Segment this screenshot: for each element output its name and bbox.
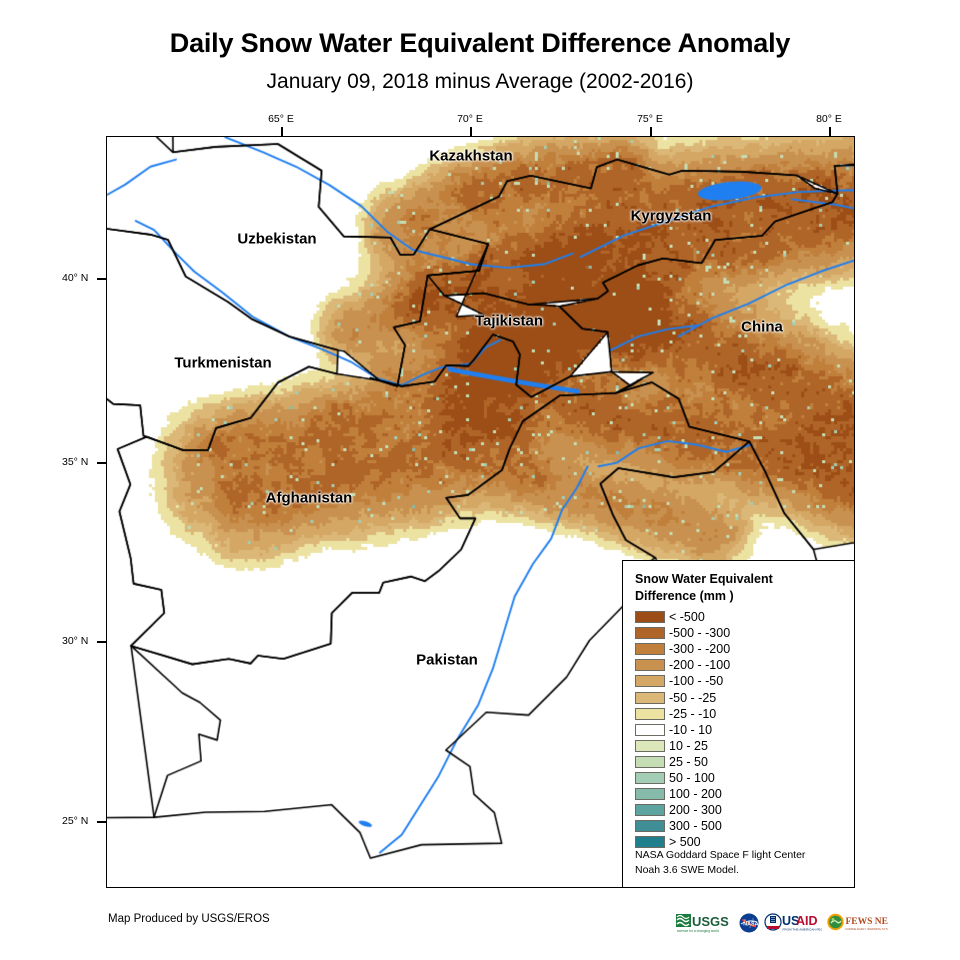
lon-tick-label-75: 75° E xyxy=(637,113,663,125)
legend-row: -100 - -50 xyxy=(635,673,854,689)
lon-tick-label-65: 65° E xyxy=(268,113,294,125)
lon-tick-80 xyxy=(829,127,831,136)
legend-label: 100 - 200 xyxy=(669,787,722,802)
legend-swatch xyxy=(635,627,665,640)
lon-tick-label-80: 80° E xyxy=(816,113,842,125)
legend-label: -300 - -200 xyxy=(669,642,731,657)
nasa-logo: NASA xyxy=(738,912,760,934)
legend-swatch xyxy=(635,836,665,849)
country-label-kyrgyzstan: Kyrgyzstan xyxy=(630,207,712,225)
legend-label: 300 - 500 xyxy=(669,819,722,834)
svg-text:FROM THE AMERICAN PEOPLE: FROM THE AMERICAN PEOPLE xyxy=(783,928,823,932)
legend-swatch xyxy=(635,739,665,752)
legend-row: -500 - -300 xyxy=(635,625,854,641)
legend-entries: < -500 -500 - -300 -300 - -200 -200 - -100-… xyxy=(635,609,854,850)
country-label-uzbekistan: Uzbekistan xyxy=(237,230,317,248)
lat-tick-label-30: 30° N xyxy=(62,635,89,647)
legend-swatch xyxy=(635,675,665,688)
legend-row: 10 - 25 xyxy=(635,738,854,754)
country-label-turkmenistan: Turkmenistan xyxy=(174,354,272,372)
legend-label: -10 - 10 xyxy=(669,722,713,737)
svg-text:USGS: USGS xyxy=(692,914,729,929)
logo-strip: USGS science for a changing world NASA xyxy=(676,910,888,936)
page-title: Daily Snow Water Equivalent Difference A… xyxy=(169,28,791,58)
country-label-china: China xyxy=(741,318,783,336)
legend-swatch xyxy=(635,788,665,801)
lat-tick-label-35: 35° N xyxy=(62,456,89,468)
lat-tick-label-40: 40° N xyxy=(62,272,89,284)
legend-swatch xyxy=(635,659,665,672)
legend-swatch xyxy=(635,691,665,704)
lat-tick-40 xyxy=(97,278,106,280)
legend-row: 50 - 100 xyxy=(635,770,854,786)
lat-tick-30 xyxy=(97,641,106,643)
legend-label: 50 - 100 xyxy=(669,770,715,785)
svg-text:AID: AID xyxy=(796,914,818,928)
svg-text:science for a changing world: science for a changing world xyxy=(677,929,719,933)
legend-swatch xyxy=(635,611,665,624)
country-label-tajikistan: Tajikistan xyxy=(474,312,544,330)
legend-row: 200 - 300 xyxy=(635,802,854,818)
lon-tick-70 xyxy=(470,127,472,136)
legend-swatch xyxy=(635,771,665,784)
legend-panel: Snow Water Equivalent Difference (mm ) <… xyxy=(622,560,855,888)
legend-row: -10 - 10 xyxy=(635,722,854,738)
lat-tick-25 xyxy=(97,821,106,823)
legend-swatch xyxy=(635,755,665,768)
lon-tick-65 xyxy=(281,127,283,136)
legend-row: -200 - -100 xyxy=(635,657,854,673)
legend-row: < -500 xyxy=(635,609,854,625)
legend-label: 25 - 50 xyxy=(669,754,708,769)
legend-label: 10 - 25 xyxy=(669,738,708,753)
svg-text:FEWS NET: FEWS NET xyxy=(846,917,889,927)
legend-label: < -500 xyxy=(669,610,705,625)
page-subtitle: January 09, 2018 minus Average (2002-201… xyxy=(266,70,694,93)
lon-tick-75 xyxy=(650,127,652,136)
legend-row: 300 - 500 xyxy=(635,818,854,834)
lat-tick-label-25: 25° N xyxy=(62,815,89,827)
footer-credit: Map Produced by USGS/EROS xyxy=(108,913,270,925)
legend-swatch xyxy=(635,723,665,736)
fewsnet-logo: FEWS NET FAMINE EARLY WARNING SYSTEMS NE… xyxy=(826,912,888,934)
svg-text:NASA: NASA xyxy=(743,922,758,928)
legend-label: -25 - -10 xyxy=(669,706,717,721)
legend-label: -100 - -50 xyxy=(669,674,724,689)
lon-tick-label-70: 70° E xyxy=(457,113,483,125)
country-label-pakistan: Pakistan xyxy=(416,651,478,669)
legend-row: -300 - -200 xyxy=(635,641,854,657)
usaid-logo: US AID FROM THE AMERICAN PEOPLE xyxy=(764,912,822,934)
country-label-afghanistan: Afghanistan xyxy=(265,489,353,507)
lat-tick-35 xyxy=(97,462,106,464)
legend-title: Snow Water Equivalent Difference (mm ) xyxy=(635,572,773,603)
legend-row: -25 - -10 xyxy=(635,706,854,722)
legend-label: -50 - -25 xyxy=(669,690,717,705)
svg-text:FAMINE EARLY WARNING SYSTEMS N: FAMINE EARLY WARNING SYSTEMS NETWORK xyxy=(846,927,889,931)
legend-row: 25 - 50 xyxy=(635,754,854,770)
legend-row: 100 - 200 xyxy=(635,786,854,802)
country-label-kazakhstan: Kazakhstan xyxy=(429,147,513,165)
legend-swatch xyxy=(635,820,665,833)
legend-label: > 500 xyxy=(669,835,701,850)
legend-swatch xyxy=(635,804,665,817)
legend-footnote: NASA Goddard Space F light Center Noah 3… xyxy=(635,848,806,876)
usgs-logo: USGS science for a changing world xyxy=(676,912,734,934)
legend-row: -50 - -25 xyxy=(635,689,854,705)
legend-label: -500 - -300 xyxy=(669,626,731,641)
legend-swatch xyxy=(635,707,665,720)
legend-row: > 500 xyxy=(635,834,854,850)
legend-swatch xyxy=(635,643,665,656)
legend-label: -200 - -100 xyxy=(669,658,731,673)
legend-label: 200 - 300 xyxy=(669,803,722,818)
svg-text:US: US xyxy=(782,914,799,928)
